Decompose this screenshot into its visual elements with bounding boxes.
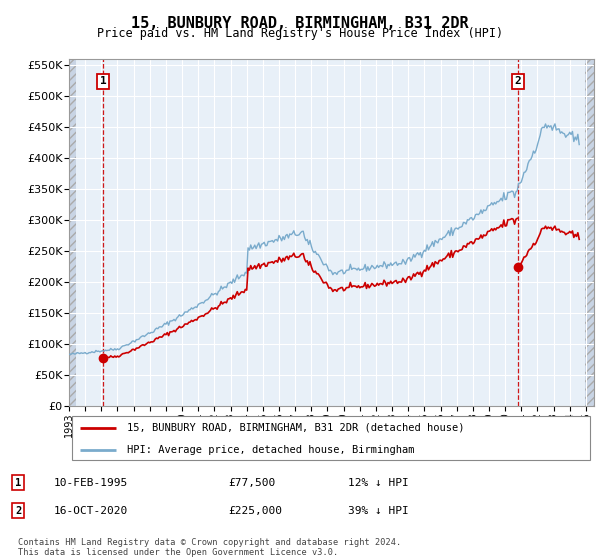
Text: 1: 1: [100, 76, 107, 86]
Text: 2: 2: [515, 76, 521, 86]
Text: Price paid vs. HM Land Registry's House Price Index (HPI): Price paid vs. HM Land Registry's House …: [97, 27, 503, 40]
Text: 1: 1: [15, 478, 21, 488]
Text: 15, BUNBURY ROAD, BIRMINGHAM, B31 2DR (detached house): 15, BUNBURY ROAD, BIRMINGHAM, B31 2DR (d…: [127, 423, 464, 433]
Bar: [69, 59, 76, 406]
Text: £77,500: £77,500: [228, 478, 275, 488]
Text: 16-OCT-2020: 16-OCT-2020: [54, 506, 128, 516]
Text: 12% ↓ HPI: 12% ↓ HPI: [348, 478, 409, 488]
Text: 10-FEB-1995: 10-FEB-1995: [54, 478, 128, 488]
FancyBboxPatch shape: [71, 416, 590, 460]
Text: HPI: Average price, detached house, Birmingham: HPI: Average price, detached house, Birm…: [127, 445, 414, 455]
Bar: [584, 59, 594, 406]
Text: £225,000: £225,000: [228, 506, 282, 516]
Text: 15, BUNBURY ROAD, BIRMINGHAM, B31 2DR: 15, BUNBURY ROAD, BIRMINGHAM, B31 2DR: [131, 16, 469, 31]
Text: Contains HM Land Registry data © Crown copyright and database right 2024.
This d: Contains HM Land Registry data © Crown c…: [18, 538, 401, 557]
Text: 39% ↓ HPI: 39% ↓ HPI: [348, 506, 409, 516]
Text: 2: 2: [15, 506, 21, 516]
